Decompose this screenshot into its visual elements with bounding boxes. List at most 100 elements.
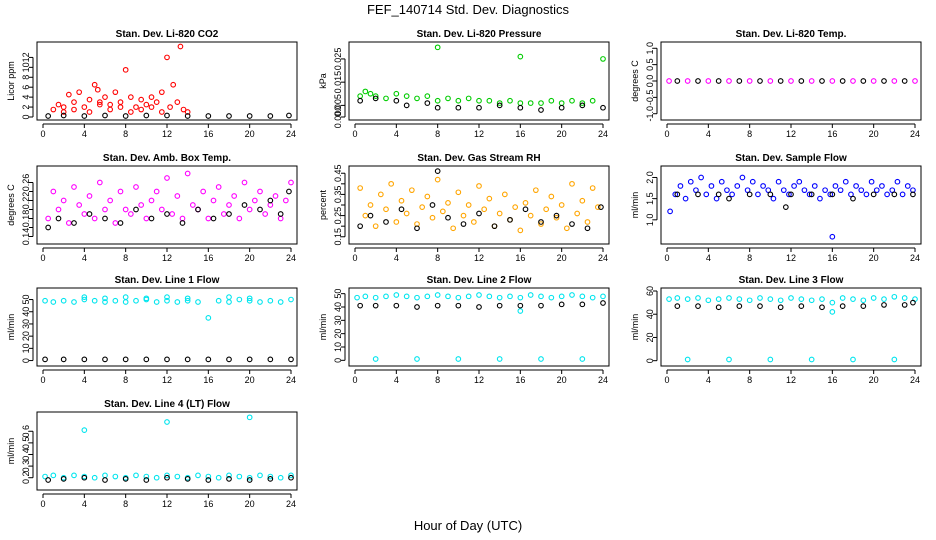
data-point — [184, 297, 191, 304]
data-point — [179, 220, 186, 226]
data-point — [246, 414, 253, 421]
x-tick-label: 24 — [598, 375, 608, 385]
x-tick-label: 12 — [474, 129, 484, 139]
x-tick-label: 16 — [203, 129, 213, 139]
data-point — [164, 356, 170, 363]
data-point — [127, 211, 134, 217]
x-tick-label: 16 — [203, 499, 213, 509]
data-point — [496, 294, 503, 301]
data-point — [829, 309, 836, 315]
data-point — [143, 477, 150, 483]
y-axis-label: ml/min — [6, 438, 16, 465]
y-tick-label: 30 — [333, 315, 343, 325]
data-point — [829, 233, 836, 240]
x-tick-label: 4 — [706, 253, 711, 263]
data-point — [86, 211, 93, 217]
y-tick-label: 0.015 — [333, 71, 343, 94]
data-point — [517, 227, 524, 234]
data-point — [910, 299, 916, 306]
data-point — [167, 104, 173, 110]
x-tick-label: 24 — [910, 375, 920, 385]
data-point — [819, 78, 825, 84]
data-point — [538, 107, 544, 113]
data-point — [791, 183, 797, 189]
data-point — [267, 297, 274, 304]
data-point — [579, 100, 586, 106]
data-point — [739, 174, 746, 181]
y-tick-label: 1.5 — [645, 192, 655, 205]
y-axis-label: percent — [318, 189, 328, 220]
data-point — [81, 294, 88, 300]
data-point — [76, 89, 83, 96]
data-point — [736, 78, 743, 84]
plot-frame — [36, 287, 298, 367]
series-0 — [42, 294, 294, 321]
data-point — [532, 187, 539, 194]
series-0 — [357, 44, 606, 106]
data-point — [476, 292, 482, 298]
data-point — [798, 296, 805, 302]
x-tick-label: 12 — [162, 375, 172, 385]
plot-frame — [36, 41, 298, 121]
data-point — [226, 113, 232, 119]
data-point — [354, 294, 360, 301]
data-point — [434, 44, 441, 51]
data-point — [153, 299, 160, 305]
data-point — [507, 97, 513, 104]
data-point — [388, 180, 395, 187]
x-tick-label: 24 — [910, 253, 920, 263]
data-point — [102, 94, 108, 100]
data-point — [811, 183, 818, 189]
data-point — [170, 81, 177, 88]
data-point — [755, 191, 761, 198]
data-point — [403, 102, 410, 109]
data-point — [184, 113, 191, 119]
data-point — [277, 215, 284, 222]
data-point — [174, 99, 181, 105]
data-point — [770, 195, 777, 202]
data-point — [429, 202, 436, 208]
data-point — [424, 293, 431, 300]
data-point — [491, 223, 498, 230]
data-point — [408, 187, 415, 194]
y-tick-label: 2.0 — [645, 171, 655, 184]
data-point — [153, 474, 160, 481]
data-point — [808, 297, 815, 304]
data-point — [71, 220, 77, 226]
data-point — [226, 202, 232, 208]
data-point — [267, 473, 274, 480]
data-point — [65, 91, 72, 98]
data-point — [850, 356, 856, 363]
data-point — [538, 293, 544, 300]
data-point — [393, 219, 400, 225]
data-point — [122, 206, 129, 213]
data-point — [548, 294, 555, 301]
data-point — [757, 303, 763, 309]
data-point — [496, 102, 503, 109]
data-point — [164, 297, 170, 304]
y-tick-label: 0.15 — [333, 228, 343, 246]
data-point — [819, 304, 825, 311]
data-point — [760, 183, 766, 189]
data-point — [122, 294, 129, 300]
data-point — [96, 179, 103, 186]
panel-rh: Stan. Dev. Gas Stream RH 0 4 8 12 16 20 24 0.15 0… — [318, 153, 610, 263]
data-point — [383, 219, 389, 225]
data-point — [205, 473, 212, 480]
data-point — [496, 210, 503, 217]
data-point — [60, 476, 67, 482]
data-point — [184, 109, 191, 115]
data-point — [288, 356, 294, 363]
series-0 — [666, 78, 918, 84]
x-tick-label: 24 — [286, 499, 296, 509]
data-point — [548, 193, 555, 200]
data-point — [481, 206, 488, 213]
data-point — [164, 54, 170, 61]
plot-frame — [36, 165, 298, 245]
data-point — [50, 472, 57, 479]
data-point — [112, 297, 119, 304]
data-point — [117, 220, 124, 226]
x-tick-label: 24 — [286, 375, 296, 385]
